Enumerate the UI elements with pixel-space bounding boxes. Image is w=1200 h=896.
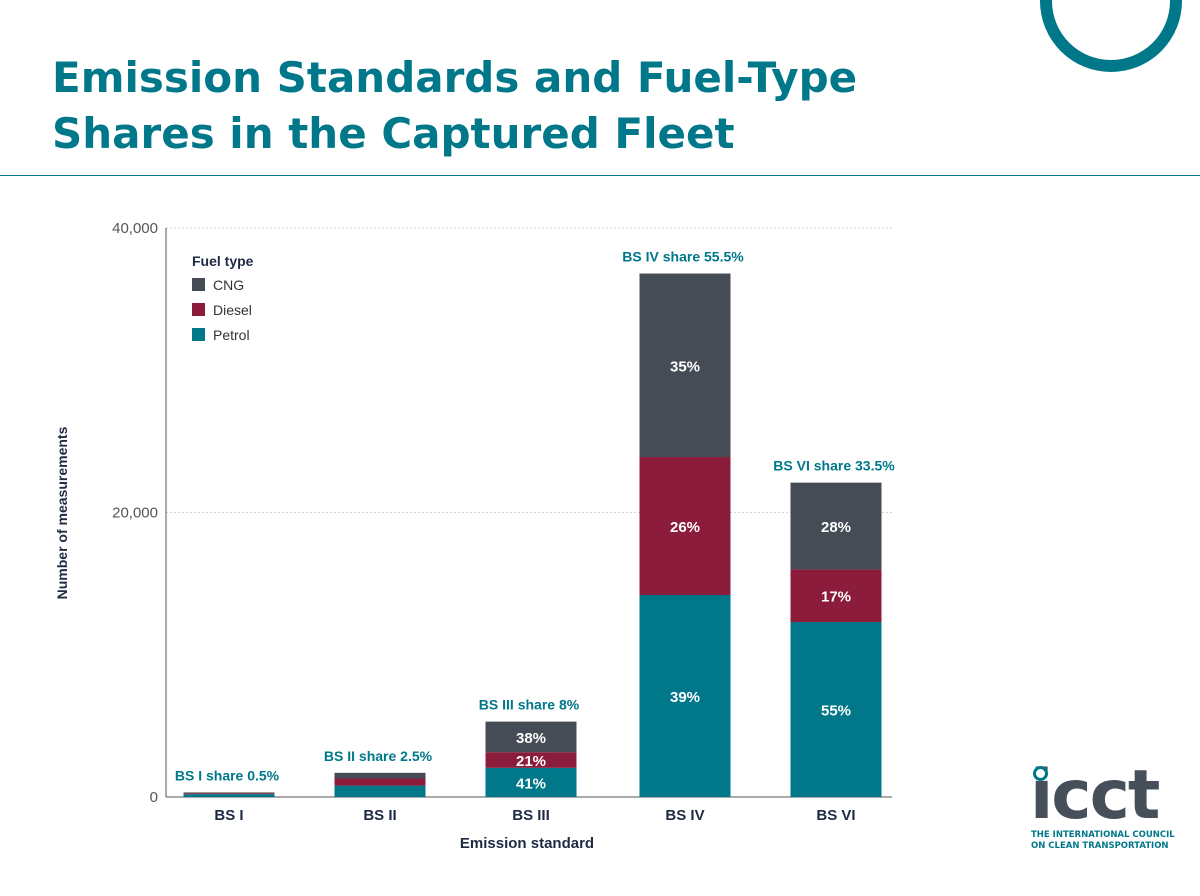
- x-tick-label: BS IV: [665, 807, 704, 824]
- data-label-cng: 35%: [670, 358, 700, 375]
- legend-label-petrol: Petrol: [213, 327, 250, 343]
- data-label-petrol: 41%: [516, 775, 546, 792]
- share-annotation: BS VI share 33.5%: [773, 458, 895, 474]
- legend-swatch-cng: [192, 278, 205, 291]
- bar-diesel-bs-iii: [485, 752, 577, 768]
- bar-petrol-bs-iii: [485, 767, 577, 797]
- bar-petrol-bs-iv: [639, 595, 731, 797]
- title-line-1: Emission Standards and Fuel-Type: [52, 53, 858, 102]
- y-tick-label: 20,000: [112, 505, 158, 522]
- bar-cng-bs-vi: [790, 482, 882, 570]
- bar-cng-bs-iv: [639, 273, 731, 458]
- legend-title: Fuel type: [192, 253, 254, 269]
- share-annotation: BS II share 2.5%: [324, 748, 433, 764]
- share-annotation: BS III share 8%: [479, 697, 580, 713]
- x-tick-label: BS II: [363, 807, 396, 824]
- y-tick-label: 40,000: [112, 220, 158, 237]
- bar-cng-bs-i: [183, 792, 275, 794]
- data-label-diesel: 26%: [670, 519, 700, 536]
- x-tick-label: BS III: [512, 807, 550, 824]
- legend-label-cng: CNG: [213, 277, 244, 293]
- title-line-2: Shares in the Captured Fleet: [52, 109, 735, 158]
- legend-swatch-diesel: [192, 303, 205, 316]
- bar-diesel-bs-vi: [790, 569, 882, 623]
- y-axis-title: Number of measurements: [54, 426, 70, 599]
- x-tick-label: BS I: [214, 807, 243, 824]
- bar-cng-bs-ii: [334, 772, 426, 779]
- page-title: Emission Standards and Fuel-Type Shares …: [52, 50, 857, 162]
- data-label-cng: 38%: [516, 730, 546, 747]
- x-tick-label: BS VI: [816, 807, 855, 824]
- legend-label-diesel: Diesel: [213, 302, 252, 318]
- y-tick-label: 0: [150, 789, 158, 806]
- data-label-petrol: 39%: [670, 689, 700, 706]
- logo-tagline-2: ON CLEAN TRANSPORTATION: [1031, 841, 1169, 851]
- bar-diesel-bs-ii: [334, 778, 426, 786]
- logo-dot-icon: [1033, 766, 1048, 781]
- bar-petrol-bs-i: [183, 794, 275, 797]
- header-divider: [0, 175, 1200, 176]
- icct-logo: icct THE INTERNATIONAL COUNCIL ON CLEAN …: [1030, 760, 1180, 860]
- data-label-diesel: 21%: [516, 753, 546, 770]
- share-annotation: BS IV share 55.5%: [622, 249, 744, 265]
- bar-petrol-bs-vi: [790, 622, 882, 797]
- legend-swatch-petrol: [192, 328, 205, 341]
- bar-diesel-bs-i: [183, 793, 275, 795]
- logo-wordmark: icct: [1030, 756, 1160, 835]
- data-label-petrol: 55%: [821, 703, 851, 720]
- data-label-cng: 28%: [821, 519, 851, 536]
- bar-petrol-bs-ii: [334, 785, 426, 797]
- data-label-diesel: 17%: [821, 589, 851, 606]
- x-axis-title: Emission standard: [460, 835, 594, 852]
- share-annotation: BS I share 0.5%: [175, 767, 280, 783]
- logo-tagline-1: THE INTERNATIONAL COUNCIL: [1031, 830, 1175, 840]
- bar-cng-bs-iii: [485, 721, 577, 753]
- bar-diesel-bs-iv: [639, 457, 731, 596]
